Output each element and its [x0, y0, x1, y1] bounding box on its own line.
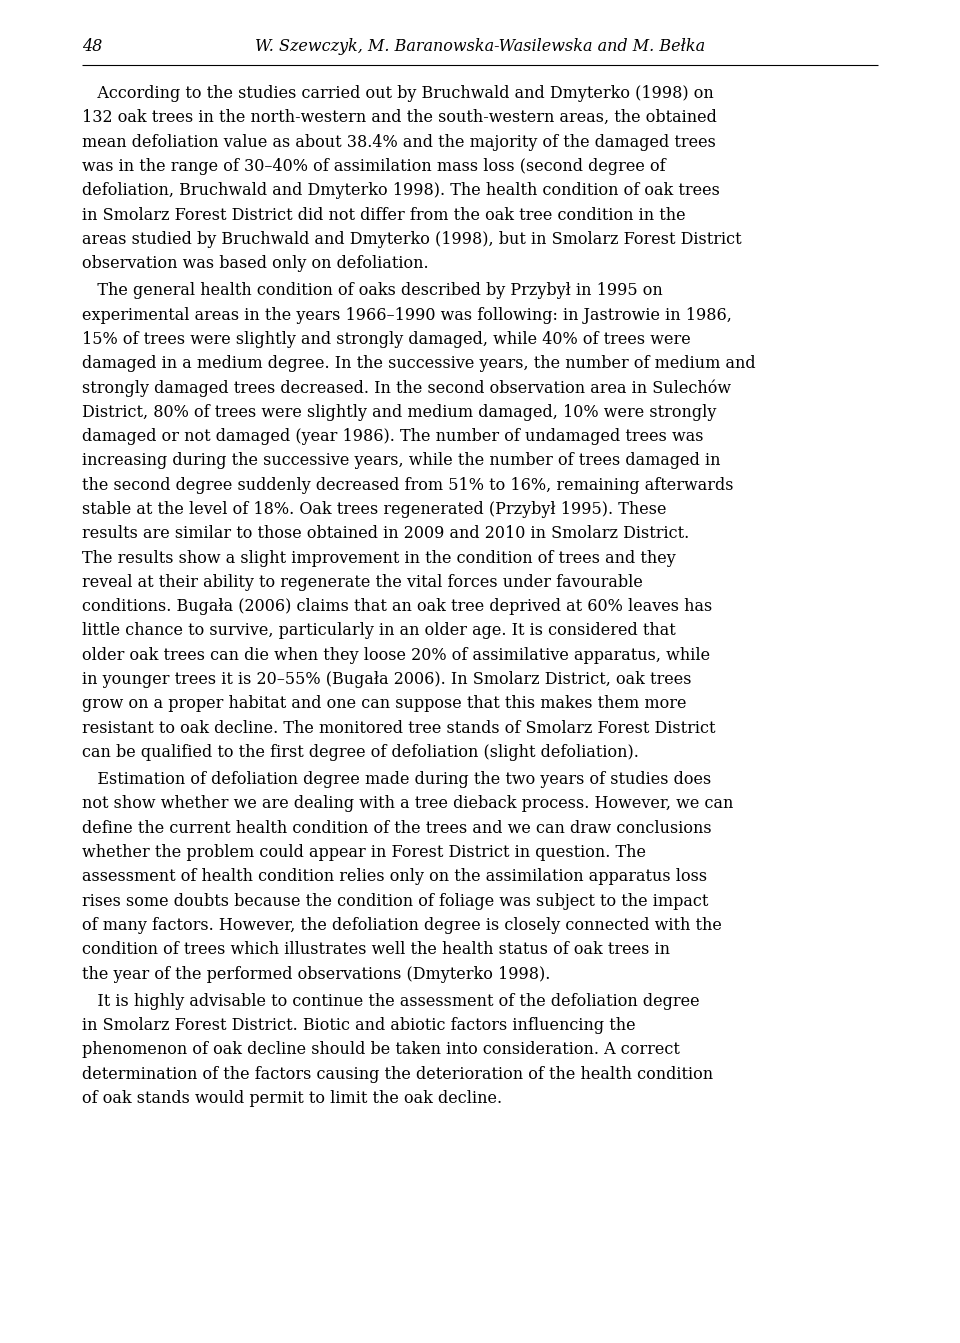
Text: condition of trees which illustrates well the health status of oak trees in: condition of trees which illustrates wel… — [82, 941, 670, 959]
Text: Estimation of defoliation degree made during the two years of studies does: Estimation of defoliation degree made du… — [82, 771, 711, 788]
Text: little chance to survive, particularly in an older age. It is considered that: little chance to survive, particularly i… — [82, 623, 676, 639]
Text: It is highly advisable to continue the assessment of the defoliation degree: It is highly advisable to continue the a… — [82, 992, 700, 1010]
Text: resistant to oak decline. The monitored tree stands of Smolarz Forest District: resistant to oak decline. The monitored … — [82, 720, 715, 737]
Text: in Smolarz Forest District. Biotic and abiotic factors influencing the: in Smolarz Forest District. Biotic and a… — [82, 1017, 636, 1034]
Text: areas studied by Bruchwald and Dmyterko (1998), but in Smolarz Forest District: areas studied by Bruchwald and Dmyterko … — [82, 231, 742, 248]
Text: grow on a proper habitat and one can suppose that this makes them more: grow on a proper habitat and one can sup… — [82, 696, 686, 712]
Text: District, 80% of trees were slightly and medium damaged, 10% were strongly: District, 80% of trees were slightly and… — [82, 404, 716, 420]
Text: 15% of trees were slightly and strongly damaged, while 40% of trees were: 15% of trees were slightly and strongly … — [82, 330, 691, 348]
Text: The general health condition of oaks described by Przybył in 1995 on: The general health condition of oaks des… — [82, 282, 662, 299]
Text: assessment of health condition relies only on the assimilation apparatus loss: assessment of health condition relies on… — [82, 869, 708, 885]
Text: experimental areas in the years 1966–1990 was following: in Jastrowie in 1986,: experimental areas in the years 1966–199… — [82, 306, 732, 324]
Text: 132 oak trees in the north-western and the south-western areas, the obtained: 132 oak trees in the north-western and t… — [82, 109, 717, 126]
Text: observation was based only on defoliation.: observation was based only on defoliatio… — [82, 255, 428, 273]
Text: defoliation, Bruchwald and Dmyterko 1998). The health condition of oak trees: defoliation, Bruchwald and Dmyterko 1998… — [82, 183, 720, 199]
Text: the second degree suddenly decreased from 51% to 16%, remaining afterwards: the second degree suddenly decreased fro… — [82, 477, 733, 494]
Text: increasing during the successive years, while the number of trees damaged in: increasing during the successive years, … — [82, 453, 721, 469]
Text: results are similar to those obtained in 2009 and 2010 in Smolarz District.: results are similar to those obtained in… — [82, 525, 689, 543]
Text: reveal at their ability to regenerate the vital forces under favourable: reveal at their ability to regenerate th… — [82, 573, 643, 591]
Text: the year of the performed observations (Dmyterko 1998).: the year of the performed observations (… — [82, 966, 550, 983]
Text: older oak trees can die when they loose 20% of assimilative apparatus, while: older oak trees can die when they loose … — [82, 647, 710, 663]
Text: in Smolarz Forest District did not differ from the oak tree condition in the: in Smolarz Forest District did not diffe… — [82, 207, 685, 223]
Text: define the current health condition of the trees and we can draw conclusions: define the current health condition of t… — [82, 819, 711, 837]
Text: damaged or not damaged (year 1986). The number of undamaged trees was: damaged or not damaged (year 1986). The … — [82, 428, 704, 445]
Text: strongly damaged trees decreased. In the second observation area in Sulechów: strongly damaged trees decreased. In the… — [82, 380, 732, 398]
Text: The results show a slight improvement in the condition of trees and they: The results show a slight improvement in… — [82, 549, 676, 567]
Text: W. Szewczyk, M. Baranowska-Wasilewska and M. Bełka: W. Szewczyk, M. Baranowska-Wasilewska an… — [255, 38, 705, 55]
Text: stable at the level of 18%. Oak trees regenerated (Przybył 1995). These: stable at the level of 18%. Oak trees re… — [82, 501, 666, 518]
Text: in younger trees it is 20–55% (Bugała 2006). In Smolarz District, oak trees: in younger trees it is 20–55% (Bugała 20… — [82, 672, 691, 688]
Text: phenomenon of oak decline should be taken into consideration. A correct: phenomenon of oak decline should be take… — [82, 1041, 680, 1058]
Text: was in the range of 30–40% of assimilation mass loss (second degree of: was in the range of 30–40% of assimilati… — [82, 158, 665, 175]
Text: conditions. Bugała (2006) claims that an oak tree deprived at 60% leaves has: conditions. Bugała (2006) claims that an… — [82, 598, 712, 615]
Text: According to the studies carried out by Bruchwald and Dmyterko (1998) on: According to the studies carried out by … — [82, 85, 713, 102]
Text: not show whether we are dealing with a tree dieback process. However, we can: not show whether we are dealing with a t… — [82, 795, 733, 813]
Text: mean defoliation value as about 38.4% and the majority of the damaged trees: mean defoliation value as about 38.4% an… — [82, 133, 716, 150]
Text: rises some doubts because the condition of foliage was subject to the impact: rises some doubts because the condition … — [82, 893, 708, 909]
Text: whether the problem could appear in Forest District in question. The: whether the problem could appear in Fore… — [82, 843, 646, 861]
Text: 48: 48 — [82, 38, 103, 55]
Text: determination of the factors causing the deterioration of the health condition: determination of the factors causing the… — [82, 1065, 713, 1082]
Text: can be qualified to the first degree of defoliation (slight defoliation).: can be qualified to the first degree of … — [82, 744, 638, 761]
Text: of many factors. However, the defoliation degree is closely connected with the: of many factors. However, the defoliatio… — [82, 917, 722, 933]
Text: damaged in a medium degree. In the successive years, the number of medium and: damaged in a medium degree. In the succe… — [82, 355, 756, 372]
Text: of oak stands would permit to limit the oak decline.: of oak stands would permit to limit the … — [82, 1091, 502, 1107]
